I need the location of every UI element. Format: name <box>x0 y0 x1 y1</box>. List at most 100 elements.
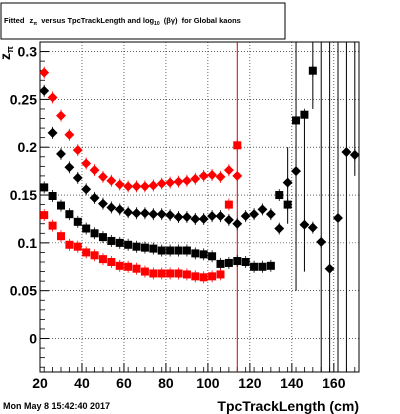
diamond-point <box>106 202 117 213</box>
square-point <box>98 233 107 242</box>
square-point <box>250 262 259 271</box>
square-point <box>124 240 133 249</box>
diamond-point <box>156 209 167 220</box>
diamond-point <box>173 212 184 222</box>
diamond-point <box>56 110 66 121</box>
diamond-point <box>81 184 92 195</box>
square-point <box>107 236 116 245</box>
square-point <box>233 257 242 266</box>
square-point <box>48 192 57 200</box>
square-point <box>216 259 225 268</box>
axis-ticks: 20 40 60 80 100 120 140 160 0 0.05 0.1 0.15 0.2 0.25 0… <box>10 44 356 391</box>
diamond-point <box>181 175 192 186</box>
square-point <box>166 269 175 278</box>
square-point <box>132 242 141 251</box>
diamond-point <box>139 181 150 192</box>
x-tick-label: 160 <box>322 375 346 391</box>
diamond-point <box>207 211 218 222</box>
diamond-point <box>165 210 176 221</box>
diamond-point <box>148 209 159 220</box>
square-point <box>73 242 82 251</box>
diamond-point <box>39 85 50 96</box>
diamond-point <box>249 209 260 220</box>
error-bars <box>287 42 356 372</box>
diamond-point <box>173 176 184 187</box>
square-point <box>40 211 49 220</box>
y-tick-label: 0.25 <box>10 91 37 107</box>
square-point <box>65 240 74 249</box>
svg-text:zπ: zπ <box>0 46 15 60</box>
diamond-point <box>114 204 125 215</box>
square-point <box>157 246 166 255</box>
timestamp: Mon May 8 15:42:40 2017 <box>3 401 110 411</box>
diamond-point <box>123 181 134 192</box>
diamond-point <box>106 175 117 186</box>
diamond-point <box>190 173 201 184</box>
x-tick-label: 20 <box>32 375 48 391</box>
diamond-point <box>64 162 75 173</box>
square-point <box>90 251 99 260</box>
square-point <box>191 272 200 281</box>
diamond-point <box>190 214 201 224</box>
diamond-point <box>148 180 159 191</box>
square-point <box>40 183 49 192</box>
square-point <box>107 258 116 266</box>
diamond-point <box>39 67 50 78</box>
square-point <box>124 262 133 271</box>
diamond-point <box>274 223 285 234</box>
square-point <box>140 267 149 276</box>
diamond-point <box>265 209 276 220</box>
diamond-point <box>139 208 150 219</box>
square-point <box>56 232 65 241</box>
diamond-point <box>72 172 83 183</box>
square-point <box>56 201 65 210</box>
square-point <box>292 116 301 125</box>
diamond-point <box>257 204 268 215</box>
diamond-point <box>316 236 327 247</box>
square-point <box>308 66 317 75</box>
diamond-point <box>282 177 293 188</box>
square-point <box>300 110 309 119</box>
square-point <box>115 261 124 270</box>
square-point <box>140 243 149 252</box>
diamond-point <box>64 129 75 140</box>
data-points <box>39 64 360 284</box>
diamond-point <box>131 181 142 192</box>
diamond-point <box>114 179 125 190</box>
square-point <box>191 249 200 258</box>
diamond-point <box>72 145 83 156</box>
diamond-point <box>47 127 58 138</box>
square-point <box>182 270 191 279</box>
diamond-point <box>207 170 218 180</box>
square-point <box>82 248 91 257</box>
diamond-point <box>349 149 360 160</box>
chart-title: Fitted zπ versus TpcTrackLength and log1… <box>4 16 241 27</box>
diamond-point <box>198 214 209 224</box>
diamond-point <box>131 208 142 219</box>
square-point <box>48 221 57 230</box>
diamond-point <box>341 147 352 157</box>
square-point <box>224 200 233 209</box>
square-point <box>174 269 183 278</box>
diamond-point <box>299 219 310 230</box>
y-axis-label: zπ <box>0 46 15 60</box>
square-point <box>149 244 158 253</box>
diamond-point <box>181 212 192 222</box>
plot-frame <box>39 41 360 373</box>
grid-lines <box>39 42 359 372</box>
x-tick-label: 140 <box>280 375 304 391</box>
square-point <box>199 273 208 282</box>
diamond-point <box>98 198 108 209</box>
diamond-point <box>81 158 92 169</box>
y-tick-label: 0.15 <box>10 187 37 203</box>
square-point <box>73 217 82 226</box>
diamond-point <box>215 171 226 182</box>
diamond-point <box>223 214 234 225</box>
diamond-point <box>307 222 318 233</box>
diamond-point <box>165 177 176 188</box>
diamond-point <box>98 171 108 182</box>
square-point <box>283 200 292 209</box>
y-tick-label: 0.1 <box>18 235 38 251</box>
